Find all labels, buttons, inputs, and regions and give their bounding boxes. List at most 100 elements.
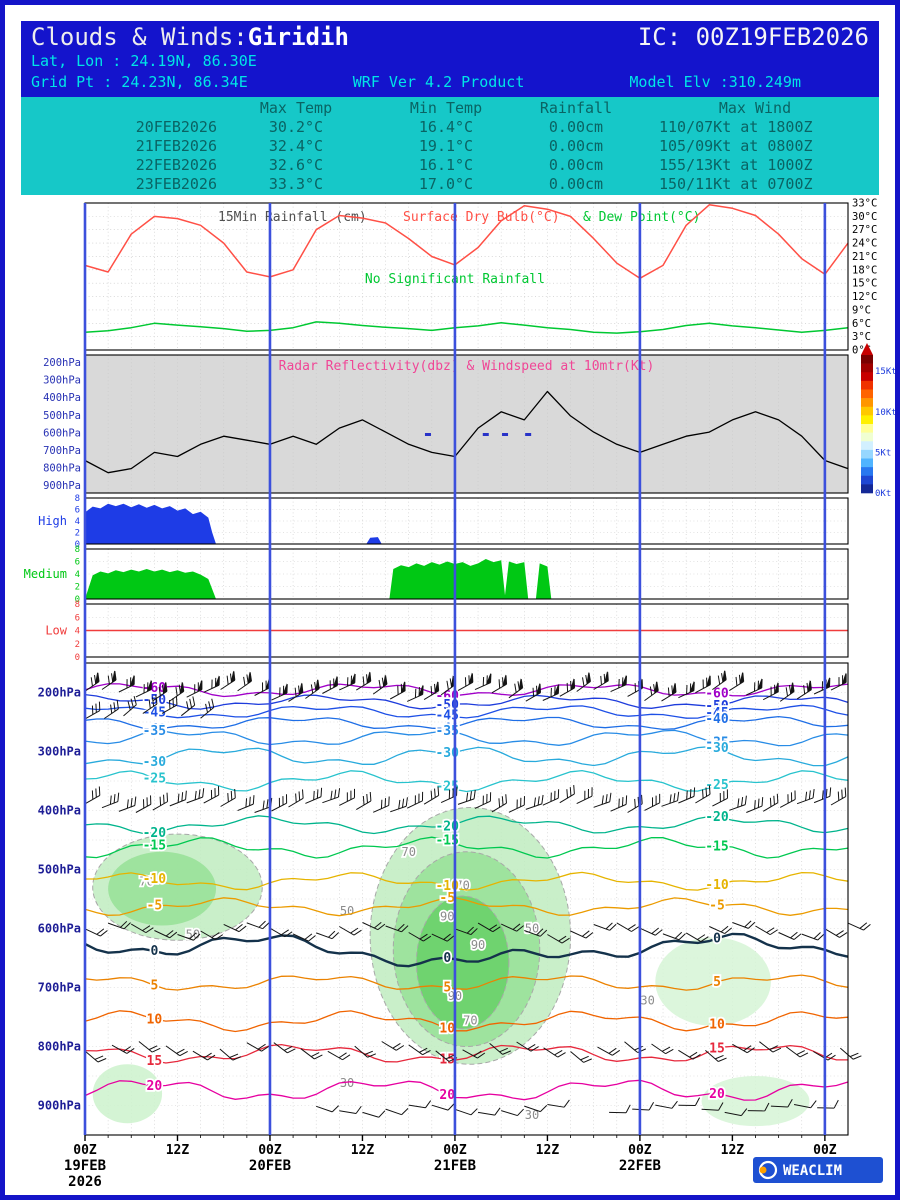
wind-barb bbox=[423, 681, 440, 701]
windspeed-line bbox=[84, 390, 849, 474]
rh-label: 90 bbox=[471, 938, 485, 952]
wind-barb bbox=[462, 1049, 486, 1059]
wind-barb bbox=[813, 787, 832, 804]
wind-barb bbox=[747, 1102, 770, 1112]
wind-barb bbox=[123, 695, 137, 717]
wind-barb bbox=[478, 1107, 501, 1116]
date-label: 22FEB bbox=[619, 1158, 661, 1174]
wind-barb bbox=[292, 933, 316, 942]
contour-label: 15 bbox=[147, 1054, 163, 1069]
rh-contour bbox=[415, 895, 510, 1030]
pressure-label: 700hPa bbox=[43, 445, 81, 457]
wind-barb bbox=[593, 922, 617, 931]
contour-label: 10 bbox=[709, 1017, 725, 1032]
forecast-header-min: Min Temp bbox=[409, 99, 483, 117]
pressure-label: 900hPa bbox=[43, 480, 81, 492]
wind-barb bbox=[339, 926, 362, 936]
wind-barb bbox=[508, 796, 525, 813]
cloud-tick-label: 0 bbox=[75, 595, 80, 605]
temp-contour--35 bbox=[84, 729, 849, 747]
temp-tick-label: 9°C bbox=[852, 304, 871, 316]
year-label: 2026 bbox=[68, 1174, 102, 1190]
wind-barb bbox=[678, 787, 696, 804]
date-label: 20FEB bbox=[249, 1158, 291, 1174]
wind-barb bbox=[597, 1046, 621, 1056]
wind-barb bbox=[84, 1050, 107, 1063]
cloud-panel-label: Medium bbox=[24, 567, 67, 581]
wind-barb bbox=[794, 1100, 817, 1109]
wind-barb bbox=[142, 695, 158, 714]
colorbar-segment bbox=[861, 441, 873, 451]
wind-barb bbox=[705, 1050, 727, 1062]
weaclim-logo-dot bbox=[759, 1166, 767, 1174]
wind-barb bbox=[559, 785, 575, 804]
rh-label: 70 bbox=[401, 845, 415, 859]
humidity-blob bbox=[655, 937, 771, 1026]
wind-barb bbox=[237, 671, 252, 692]
table-row: 22FEB2026 32.6°C 16.1°C 0.00cm 155/13Kt … bbox=[21, 156, 879, 175]
product-label: WRF Ver 4.2 Product bbox=[352, 73, 525, 91]
temp-contour--30 bbox=[84, 746, 849, 767]
wind-barb bbox=[786, 1046, 809, 1058]
wind-barb bbox=[570, 1051, 592, 1063]
x-tick-label: 00Z bbox=[443, 1143, 467, 1158]
colorbar-segment bbox=[861, 406, 873, 416]
wind-barb bbox=[372, 674, 388, 695]
wind-barb bbox=[246, 920, 270, 930]
pressure-label: 200hPa bbox=[38, 686, 81, 700]
wind-barb bbox=[135, 679, 152, 698]
wind-barb bbox=[817, 1099, 839, 1109]
wind-barb bbox=[477, 922, 501, 933]
colorbar-segment bbox=[861, 475, 873, 485]
wind-barb bbox=[796, 788, 815, 805]
wind-barb bbox=[408, 1044, 431, 1056]
wind-barb bbox=[639, 927, 663, 936]
contour-label: 0 bbox=[713, 932, 721, 947]
wind-barb bbox=[118, 796, 137, 812]
wind-barb bbox=[246, 1042, 270, 1052]
wind-barb bbox=[813, 677, 831, 695]
wind-barb bbox=[593, 671, 609, 690]
wind-barb bbox=[177, 932, 201, 941]
wind-barb bbox=[423, 786, 440, 805]
forecast-header-wind: Max Wind bbox=[718, 99, 792, 117]
x-tick-label: 12Z bbox=[721, 1143, 745, 1158]
table-row: 23FEB2026 33.3°C 17.0°C 0.00cm 150/11Kt … bbox=[21, 175, 879, 194]
wind-barb bbox=[746, 797, 764, 813]
pressure-label: 800hPa bbox=[43, 463, 81, 475]
contour-label: -50 bbox=[143, 693, 167, 708]
header: Clouds & Winds:Giridih IC: 00Z19FEB2026 … bbox=[21, 21, 879, 97]
table-row: 21FEB2026 32.4°C 19.1°C 0.00cm 105/09Kt … bbox=[21, 137, 879, 156]
wind-barb bbox=[661, 791, 680, 807]
wind-barb bbox=[356, 791, 372, 811]
wind-barb bbox=[796, 679, 812, 700]
wind-barb bbox=[406, 791, 424, 809]
wind-barb bbox=[570, 930, 594, 939]
temp-contour--25 bbox=[84, 769, 849, 793]
latlon-label: Lat, Lon : 24.19N, 86.30E bbox=[31, 52, 257, 70]
wind-barb bbox=[524, 1105, 548, 1113]
colorbar-segment bbox=[861, 363, 873, 373]
wind-barb bbox=[542, 789, 560, 806]
cloud-tick-label: 8 bbox=[75, 545, 80, 555]
wind-barb bbox=[408, 1100, 432, 1109]
wind-barb bbox=[709, 925, 733, 934]
wind-barb bbox=[454, 1108, 478, 1116]
wind-barb bbox=[84, 928, 108, 937]
forecast-min-temp: 16.1°C bbox=[418, 156, 474, 174]
cloud-tick-label: 2 bbox=[75, 529, 80, 539]
wind-barb bbox=[547, 934, 570, 944]
forecast-max-temp: 32.6°C bbox=[268, 156, 324, 174]
wind-barb bbox=[390, 797, 408, 813]
colorbar-segment bbox=[861, 398, 873, 408]
forecast-rainfall: 0.00cm bbox=[548, 118, 604, 136]
radar-echo bbox=[502, 433, 509, 436]
temp-tick-label: 27°C bbox=[852, 224, 877, 236]
contour-label: -25 bbox=[705, 778, 728, 793]
contour-label: -50 bbox=[705, 699, 729, 714]
x-tick-label: 00Z bbox=[258, 1143, 282, 1158]
wind-barb bbox=[111, 1044, 135, 1054]
wind-barb bbox=[824, 928, 848, 938]
cloud-tick-label: 4 bbox=[75, 627, 80, 637]
contour-label: -30 bbox=[143, 755, 167, 770]
